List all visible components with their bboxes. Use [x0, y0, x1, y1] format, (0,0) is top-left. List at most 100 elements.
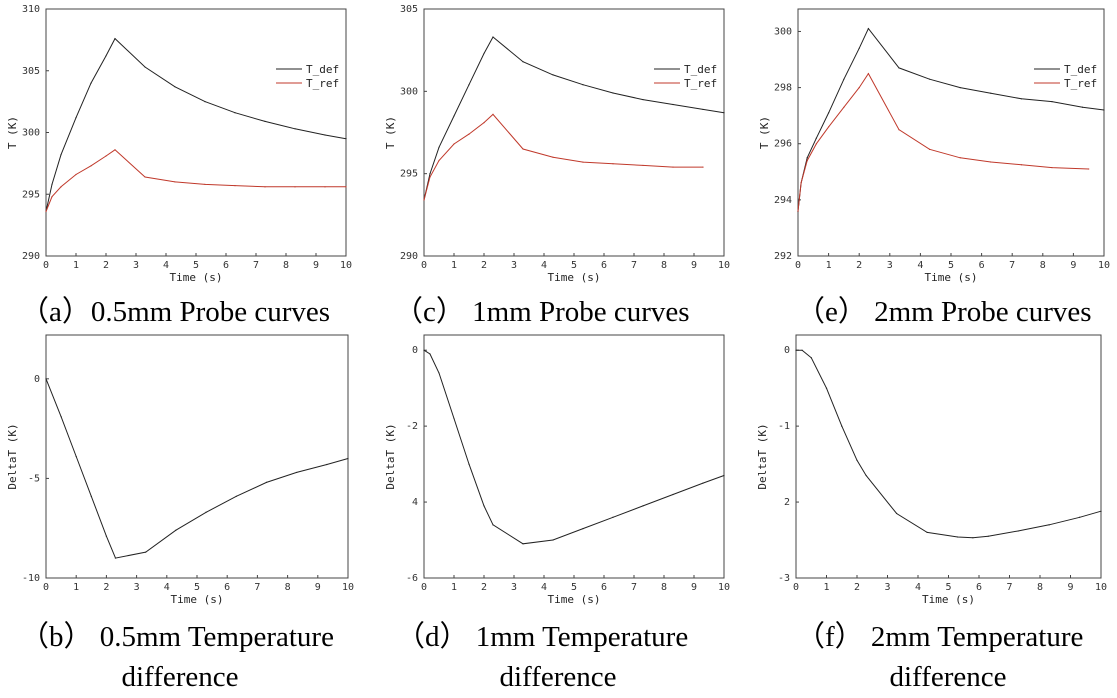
x-tick-label: 5 [948, 260, 954, 271]
data-point [801, 349, 803, 351]
data-point [144, 66, 146, 68]
data-point [1081, 106, 1084, 108]
y-axis-label: T (K) [384, 116, 397, 149]
data-point [234, 112, 236, 114]
data-point [90, 82, 92, 84]
data-point [174, 86, 176, 88]
y-tick-label: 305 [400, 4, 418, 15]
data-point [75, 117, 77, 119]
caption-c: （c） 1mm Probe curves [394, 296, 690, 328]
x-tick-label: 1 [826, 260, 832, 271]
caption-a: （a）0.5mm Probe curves [20, 296, 331, 328]
data-point [959, 157, 961, 159]
data-point [522, 148, 524, 150]
data-point [723, 474, 725, 477]
data-point [856, 459, 858, 461]
data-point [797, 210, 799, 212]
y-axis-label: DeltaT (K) [384, 423, 397, 489]
data-point [45, 210, 47, 213]
data-point [896, 512, 898, 515]
data-point [843, 106, 845, 108]
data-point [612, 92, 614, 94]
caption-d-line2: difference [499, 661, 617, 693]
data-point [990, 161, 992, 163]
data-point [453, 143, 455, 145]
y-tick-label: 300 [400, 86, 418, 97]
y-tick-label: 0 [412, 345, 418, 356]
data-point [324, 186, 326, 188]
chart-f: 0 1 2 3 4 5 6 7 8 9 10 -3 2 -1 0 Time (s) DeltaT (K) [756, 334, 1107, 606]
plot-frame [795, 334, 1102, 579]
x-tick-label: 0 [793, 582, 799, 593]
data-point [522, 61, 524, 63]
x-tick-label: 1 [451, 582, 457, 593]
x-tick-label: 2 [856, 260, 862, 271]
data-point [867, 28, 869, 30]
panel-a: 0 1 2 3 4 5 6 7 8 9 10 290 295 300 305 310 Time (s) T (K)… [0, 0, 372, 335]
data-point [235, 495, 237, 497]
x-tick-label: 0 [43, 582, 49, 593]
x-tick-label: 8 [1040, 260, 1046, 271]
data-point [347, 457, 349, 460]
y-tick-label: 295 [22, 189, 40, 200]
data-point [205, 511, 207, 513]
y-tick-label: -3 [778, 573, 790, 584]
data-point [552, 74, 554, 76]
x-tick-label: 2 [854, 582, 860, 593]
data-point [60, 186, 62, 188]
data-point [858, 47, 860, 49]
data-point [60, 154, 62, 156]
data-point [582, 528, 584, 530]
data-point [114, 557, 117, 559]
data-point [1018, 530, 1020, 532]
data-point [345, 186, 347, 188]
data-point [204, 183, 206, 185]
x-tick-label: 10 [718, 582, 730, 593]
data-point [114, 38, 116, 40]
x-tick-label: 9 [1070, 260, 1076, 271]
data-point [105, 55, 107, 57]
y-tick-label: 4 [412, 497, 418, 508]
data-point [492, 524, 494, 526]
data-point [438, 372, 440, 374]
data-point [1088, 168, 1090, 170]
x-tick-label: 8 [661, 260, 667, 271]
data-point [204, 101, 206, 103]
x-tick-label: 9 [1067, 582, 1073, 593]
data-point [114, 149, 116, 151]
data-point [1048, 524, 1050, 526]
y-tick-label: 292 [774, 251, 792, 262]
chart-a: 0 1 2 3 4 5 6 7 8 9 10 290 295 300 305 310 Time (s) T (K)… [6, 4, 352, 284]
data-point [1051, 101, 1053, 103]
x-axis-label: Time (s) [171, 593, 224, 606]
x-tick-label: 8 [1037, 582, 1043, 593]
x-tick-label: 1 [73, 260, 79, 271]
data-point [702, 482, 704, 484]
x-axis-label: Time (s) [548, 271, 601, 284]
data-point [264, 120, 266, 122]
data-point [1020, 164, 1022, 166]
series-line-T_ref [797, 72, 1089, 212]
x-tick-label: 2 [103, 260, 109, 271]
data-point [843, 78, 845, 80]
data-point [672, 103, 674, 106]
x-tick-label: 9 [313, 260, 319, 271]
data-point [898, 67, 900, 69]
data-point [642, 98, 644, 101]
data-point [453, 417, 455, 420]
x-tick-label: 10 [340, 260, 352, 271]
y-tick-label: 296 [774, 139, 792, 150]
x-tick-label: 6 [224, 582, 230, 593]
x-axis-label: Time (s) [548, 593, 601, 606]
x-tick-label: 3 [511, 582, 517, 593]
x-tick-label: 5 [571, 582, 577, 593]
data-point [612, 163, 614, 165]
y-tick-label: 305 [22, 66, 40, 77]
data-point [959, 86, 961, 89]
plot-frame [797, 8, 1105, 257]
series-line-T_ref [423, 113, 703, 201]
x-tick-label: 6 [601, 260, 607, 271]
data-point [51, 196, 53, 198]
plot-frame [45, 8, 347, 257]
x-tick-label: 10 [1098, 260, 1110, 271]
